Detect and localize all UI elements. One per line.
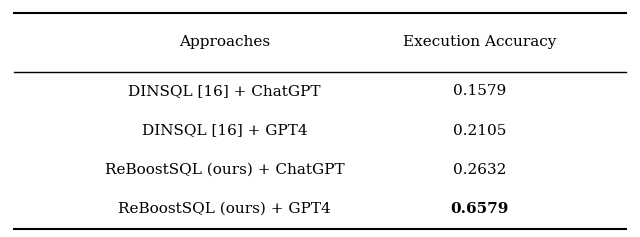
Text: DINSQL [16] + GPT4: DINSQL [16] + GPT4 <box>141 123 307 137</box>
Text: Execution Accuracy: Execution Accuracy <box>403 35 556 49</box>
Text: ReBoostSQL (ours) + GPT4: ReBoostSQL (ours) + GPT4 <box>118 202 331 216</box>
Text: Approaches: Approaches <box>179 35 270 49</box>
Text: 0.2105: 0.2105 <box>452 123 506 137</box>
Text: 0.1579: 0.1579 <box>452 84 506 98</box>
Text: ReBoostSQL (ours) + ChatGPT: ReBoostSQL (ours) + ChatGPT <box>104 163 344 177</box>
Text: 0.6579: 0.6579 <box>450 202 509 216</box>
Text: DINSQL [16] + ChatGPT: DINSQL [16] + ChatGPT <box>128 84 321 98</box>
Text: 0.2632: 0.2632 <box>452 163 506 177</box>
